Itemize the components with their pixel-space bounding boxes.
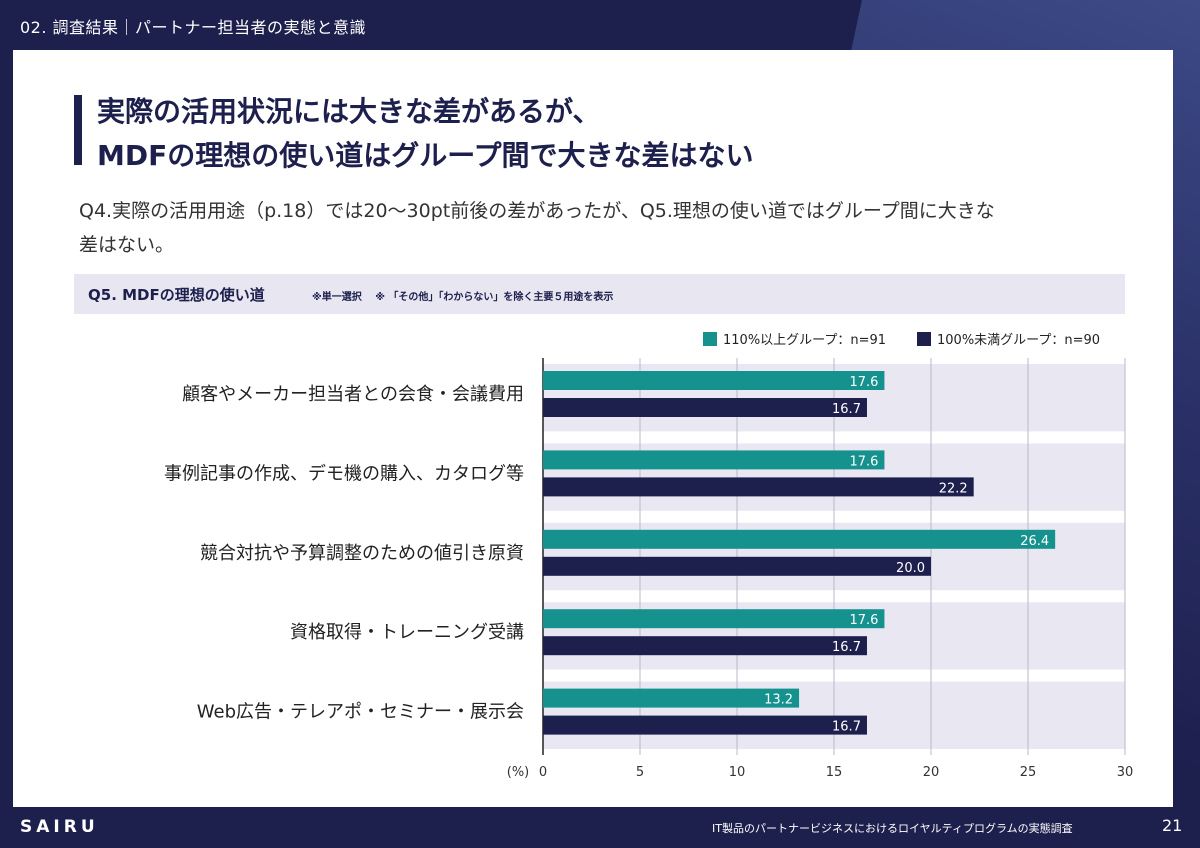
category-label: Web広告・テレアポ・セミナー・展示会 xyxy=(197,702,524,723)
slide-title-line-1: 実際の活用状況には大きな差があるが、 xyxy=(97,95,601,128)
category-label: 競合対抗や予算調整のための値引き原資 xyxy=(200,543,524,564)
category-label: 資格取得・トレーニング受講 xyxy=(290,622,524,643)
x-tick-label: 10 xyxy=(729,765,746,780)
data-label: 20.0 xyxy=(896,561,925,576)
bar-1 xyxy=(543,529,1056,549)
x-axis-unit-label: (%) xyxy=(507,765,530,780)
x-tick-label: 20 xyxy=(923,765,940,780)
slide-title-line-2: MDFの理想の使い道はグループ間で大きな差はない xyxy=(97,139,754,172)
data-label: 13.2 xyxy=(764,693,793,708)
description-line-1: Q4.実際の活用用途（p.18）では20〜30pt前後の差があったが、Q5.理想… xyxy=(79,200,995,222)
bar-2 xyxy=(543,398,867,417)
question-header: Q5. MDFの理想の使い道 ※単一選択 ※ 「その他」「わからない」を除く主要… xyxy=(74,274,1125,314)
section-label: 02. 調査結果｜パートナー担当者の実態と意識 xyxy=(20,18,367,37)
legend-label-series-1: 110%以上グループ：n=91 xyxy=(723,333,887,348)
page-number: 21 xyxy=(1162,816,1183,835)
bar-1 xyxy=(543,450,885,470)
legend-swatch-series-1 xyxy=(703,331,717,346)
x-tick-label: 25 xyxy=(1020,765,1037,780)
data-label: 17.6 xyxy=(849,454,878,469)
legend-swatch-series-2 xyxy=(917,331,931,346)
data-label: 17.6 xyxy=(849,613,878,628)
data-label: 16.7 xyxy=(832,402,861,417)
question-title: Q5. MDFの理想の使い道 xyxy=(88,286,265,304)
x-tick-label: 30 xyxy=(1117,765,1134,780)
bar-2 xyxy=(543,556,931,576)
data-label: 22.2 xyxy=(939,481,968,496)
category-label: 事例記事の作成、デモ機の購入、カタログ等 xyxy=(164,463,524,484)
bar-1 xyxy=(543,609,885,629)
bar-1 xyxy=(543,688,800,708)
bar-2 xyxy=(543,477,974,497)
bar-1 xyxy=(543,371,885,390)
bar-2 xyxy=(543,636,867,656)
data-label: 16.7 xyxy=(832,640,861,655)
data-label: 26.4 xyxy=(1020,534,1049,549)
legend-item-series-2: 100%未満グループ：n=90 xyxy=(917,329,1100,348)
legend-item-series-1: 110%以上グループ：n=91 xyxy=(703,329,886,348)
question-note: ※単一選択 ※ 「その他」「わからない」を除く主要５用途を表示 xyxy=(312,292,614,303)
x-tick-label: 5 xyxy=(636,765,644,780)
data-label: 16.7 xyxy=(832,720,861,735)
logo: SAIRU xyxy=(20,817,99,837)
bar-2 xyxy=(543,715,867,735)
data-label: 17.6 xyxy=(849,375,878,390)
x-tick-label: 0 xyxy=(539,765,547,780)
legend-label-series-2: 100%未満グループ：n=90 xyxy=(937,333,1101,348)
category-label: 顧客やメーカー担当者との会食・会議費用 xyxy=(182,384,524,405)
description-line-2: 差はない。 xyxy=(79,234,175,256)
x-tick-label: 15 xyxy=(826,765,843,780)
footer-caption: IT製品のパートナービジネスにおけるロイヤルティプログラムの実態調査 xyxy=(712,822,1073,835)
title-accent-bar xyxy=(74,95,82,165)
